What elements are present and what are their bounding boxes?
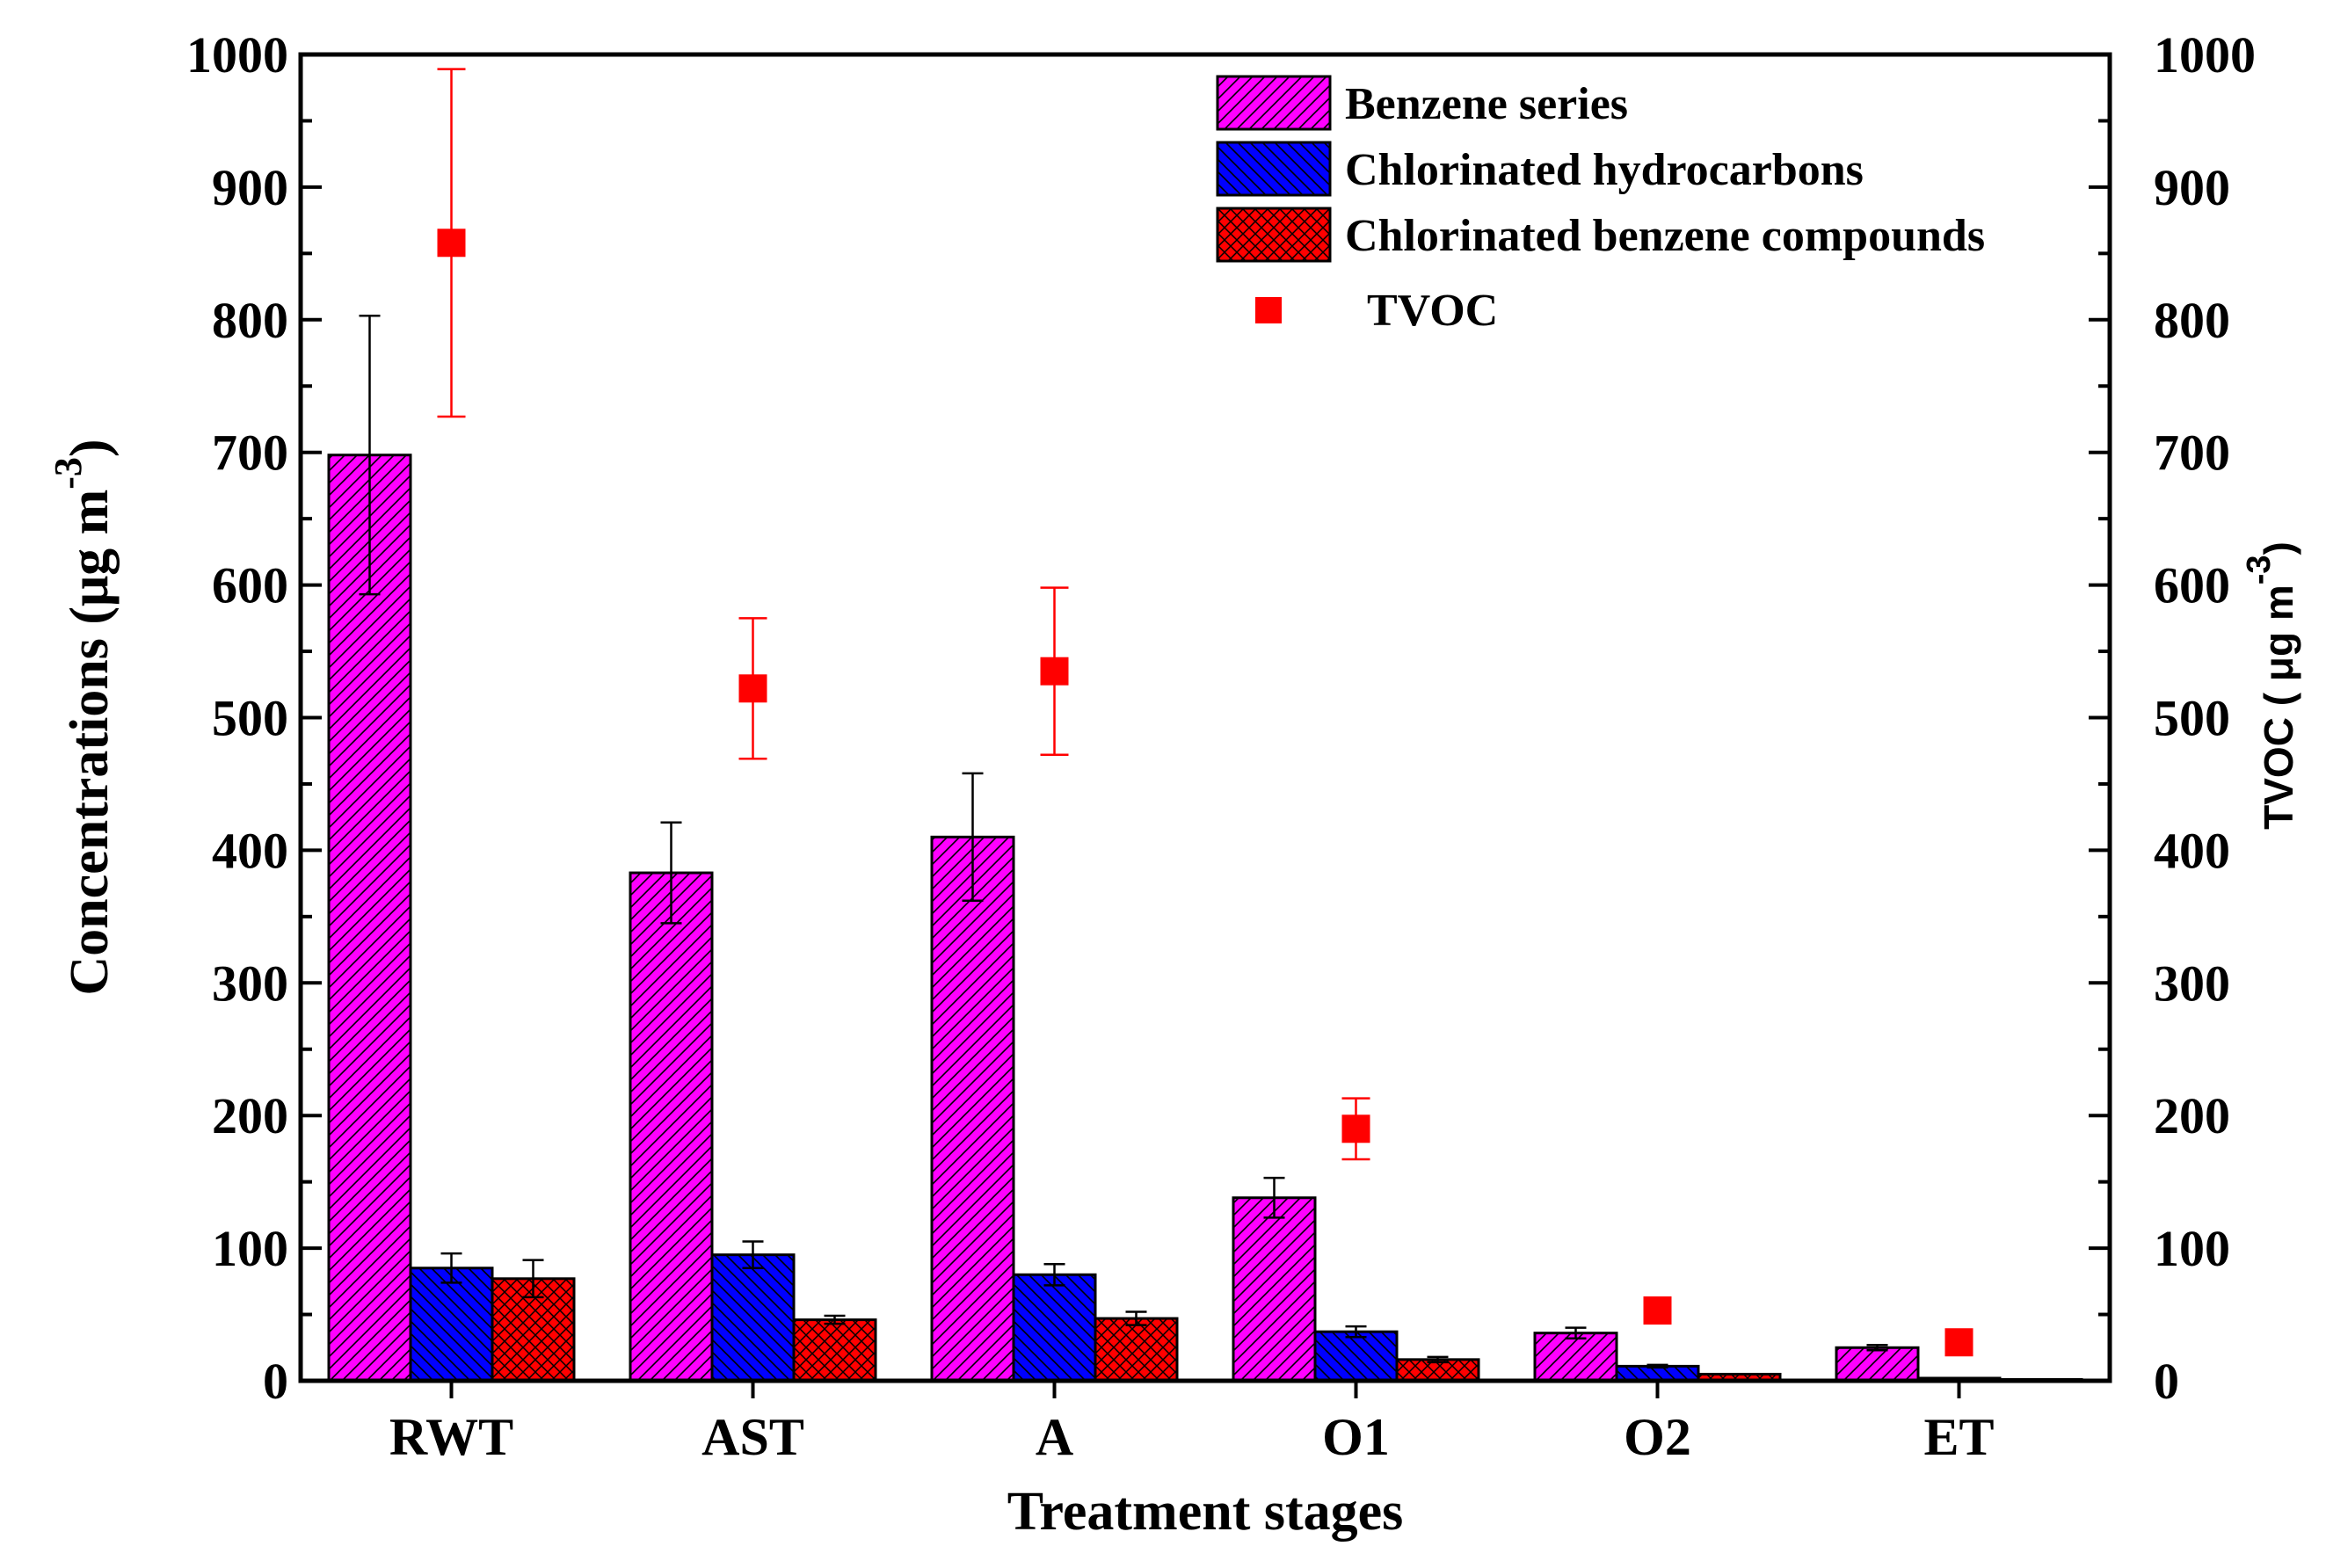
legend-item-chlorinated-benzene-compounds: Chlorinated benzene compounds	[1216, 207, 1985, 263]
legend-label-chlorinated-benzene-compounds: Chlorinated benzene compounds	[1345, 211, 1985, 261]
y2-tick-label-700: 700	[2154, 425, 2230, 482]
y-axis-title: Concentrations (μg m-3)	[47, 439, 120, 995]
bar-benzene-series-rwt	[327, 454, 412, 1383]
legend-swatch-chlorinated-benzene-compounds	[1216, 207, 1332, 263]
y2-tick-label-100: 100	[2154, 1220, 2230, 1277]
bars-layer	[327, 454, 2083, 1383]
error-bar-benzene-series-ast	[660, 821, 682, 925]
legend-label-chlorinated-hydrocarbons: Chlorinated hydrocarbons	[1345, 145, 1864, 195]
error-bars-layer	[359, 315, 1888, 1369]
y-axis-title-close: )	[60, 439, 120, 457]
y2-tick-label-600: 600	[2154, 557, 2230, 614]
y2-tick-label-900: 900	[2154, 159, 2230, 216]
y2-axis-title-sup: -3	[2241, 555, 2278, 584]
y-tick-label-200: 200	[212, 1087, 288, 1144]
y2-axis-title-close: )	[2256, 541, 2301, 555]
tvoc-point-et	[1944, 1328, 1973, 1357]
y-tick-label-100: 100	[212, 1220, 288, 1277]
y-tick-label-500: 500	[212, 690, 288, 747]
legend-item-benzene-series: Benzene series	[1216, 75, 1628, 131]
bar-chlorinated-benzene-compounds-a	[1094, 1317, 1179, 1383]
y-tick-label-400: 400	[212, 822, 288, 879]
x-axis-ticks: RWT AST A O1 O2 ET	[389, 1381, 1995, 1466]
error-bar-chlorinated-benzene-compounds-rwt	[522, 1259, 544, 1299]
tvoc-point-ast	[738, 674, 767, 703]
y2-tick-label-1000: 1000	[2154, 26, 2256, 83]
y-tick-label-700: 700	[212, 425, 288, 482]
error-bar-benzene-series-et	[1866, 1344, 1888, 1352]
error-bar-benzene-series-rwt	[359, 315, 381, 596]
bar-chlorinated-hydrocarbons-rwt	[409, 1267, 494, 1383]
x-tick-label-ast: AST	[701, 1408, 804, 1466]
error-bar-chlorinated-hydrocarbons-o2	[1646, 1363, 1668, 1369]
y-axis-title-sup: -3	[47, 457, 90, 490]
y2-tick-label-500: 500	[2154, 690, 2230, 747]
x-axis-title: Treatment stages	[1007, 1482, 1404, 1542]
x-tick-label-et: ET	[1923, 1408, 1994, 1466]
error-bar-chlorinated-benzene-compounds-ast	[824, 1314, 846, 1325]
error-bar-chlorinated-hydrocarbons-rwt	[440, 1252, 462, 1284]
y2-axis-ticks: 0 100 200 300 400 500 600 700 800 900 1000	[2089, 26, 2256, 1410]
tvoc-point-o2	[1643, 1296, 1672, 1325]
error-bar-chlorinated-benzene-compounds-a	[1125, 1310, 1147, 1326]
y-tick-label-1000: 1000	[186, 26, 288, 83]
y-tick-label-900: 900	[212, 159, 288, 216]
svg-text:Concentrations (μg m-3): Concentrations (μg m-3)	[47, 439, 120, 995]
svg-text:TVOC ( μg m-3): TVOC ( μg m-3)	[2241, 541, 2301, 830]
y-axis-ticks: 0 100 200 300 400 500 600 700 800 900 1000	[186, 26, 322, 1410]
legend-label-benzene-series: Benzene series	[1345, 79, 1628, 129]
bar-benzene-series-o1	[1232, 1196, 1317, 1383]
error-bar-benzene-series-o2	[1565, 1326, 1587, 1339]
y2-tick-label-0: 0	[2154, 1353, 2179, 1410]
legend-item-tvoc: TVOC	[1255, 286, 1498, 336]
tvoc-point-o1	[1341, 1114, 1370, 1143]
bar-benzene-series-a	[930, 835, 1015, 1383]
y2-tick-label-300: 300	[2154, 955, 2230, 1012]
y-tick-label-0: 0	[263, 1353, 288, 1410]
error-bar-benzene-series-o1	[1263, 1176, 1285, 1219]
legend-swatch-chlorinated-hydrocarbons	[1216, 141, 1332, 197]
bar-benzene-series-ast	[629, 871, 714, 1383]
x-tick-label-a: A	[1036, 1408, 1073, 1466]
y2-tick-label-800: 800	[2154, 292, 2230, 349]
error-bar-chlorinated-hydrocarbons-a	[1043, 1262, 1065, 1287]
bar-chlorinated-hydrocarbons-o1	[1313, 1330, 1399, 1383]
bar-chlorinated-benzene-compounds-ast	[792, 1318, 877, 1383]
error-bar-chlorinated-hydrocarbons-o1	[1345, 1325, 1367, 1339]
x-tick-label-o1: O1	[1322, 1408, 1390, 1466]
y2-tick-label-400: 400	[2154, 822, 2230, 879]
legend-marker-tvoc	[1255, 297, 1282, 323]
y2-axis-title-text: TVOC ( μg m	[2256, 584, 2301, 830]
x-tick-label-o2: O2	[1624, 1408, 1691, 1466]
y-tick-label-600: 600	[212, 557, 288, 614]
tvoc-layer	[437, 68, 1973, 1357]
bar-chlorinated-hydrocarbons-a	[1012, 1273, 1097, 1383]
error-bar-benzene-series-a	[962, 772, 984, 902]
legend-label-tvoc: TVOC	[1367, 286, 1498, 336]
y-tick-label-300: 300	[212, 955, 288, 1012]
tvoc-point-rwt	[437, 229, 466, 258]
legend-swatch-benzene-series	[1216, 75, 1332, 131]
legend: Benzene series Chlorinated hydrocarbons …	[1216, 75, 1985, 336]
bar-benzene-series-et	[1835, 1346, 1920, 1383]
bar-benzene-series-o2	[1533, 1332, 1618, 1383]
y-axis-title-text: Concentrations (μg m	[60, 490, 120, 996]
y-tick-label-800: 800	[212, 292, 288, 349]
error-bar-chlorinated-benzene-compounds-o1	[1427, 1355, 1449, 1364]
x-tick-label-rwt: RWT	[389, 1408, 513, 1466]
error-bar-chlorinated-hydrocarbons-ast	[742, 1240, 764, 1269]
y2-tick-label-200: 200	[2154, 1087, 2230, 1144]
tvoc-point-a	[1040, 657, 1069, 686]
legend-item-chlorinated-hydrocarbons: Chlorinated hydrocarbons	[1216, 141, 1864, 197]
bar-chlorinated-hydrocarbons-ast	[710, 1253, 796, 1383]
y2-axis-title: TVOC ( μg m-3)	[2241, 541, 2301, 830]
